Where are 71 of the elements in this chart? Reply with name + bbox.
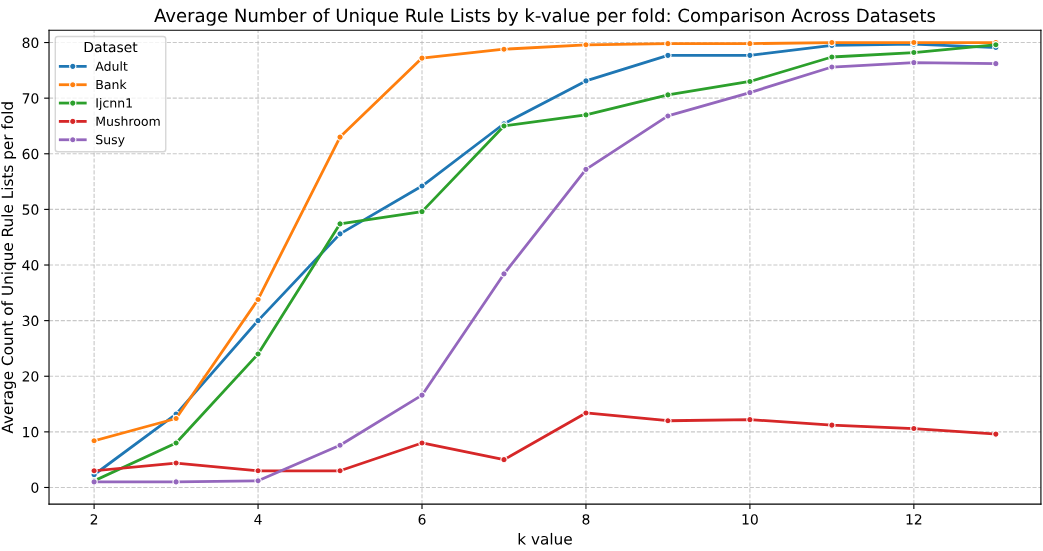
point	[90, 467, 98, 475]
y-tick-label: 80	[22, 37, 39, 49]
y-tick-label: 30	[22, 315, 39, 327]
point	[336, 230, 344, 238]
point	[910, 424, 918, 433]
x-axis-title: k value	[518, 532, 572, 545]
point	[254, 350, 262, 358]
point	[254, 467, 262, 475]
legend-title: Dataset	[84, 41, 138, 53]
x-tick-label: 6	[418, 514, 426, 525]
point	[254, 295, 262, 304]
point	[664, 112, 672, 120]
point	[418, 391, 426, 399]
point	[910, 48, 918, 57]
point	[664, 39, 672, 48]
x-tick-label: 2	[90, 514, 98, 525]
point	[336, 220, 344, 228]
point	[992, 430, 1000, 438]
legend-label: Susy	[96, 134, 125, 147]
point	[582, 111, 590, 119]
legend-label: Bank	[96, 79, 127, 90]
legend-label: Ijcnn1	[96, 97, 132, 111]
point	[828, 53, 836, 61]
point	[992, 59, 1000, 68]
y-tick-label: 0	[31, 482, 39, 493]
point	[172, 414, 180, 423]
y-tick-label: 50	[22, 204, 39, 215]
point	[746, 415, 754, 424]
x-tick-label: 8	[582, 514, 590, 525]
point	[90, 437, 98, 445]
point	[828, 421, 836, 429]
point	[254, 316, 262, 325]
x-tick-label: 10	[742, 514, 758, 525]
y-tick-label: 20	[22, 371, 39, 382]
point	[418, 207, 426, 216]
point	[336, 441, 344, 449]
x-tick-label: 12	[906, 514, 922, 525]
point	[418, 54, 426, 62]
point	[828, 63, 836, 71]
point	[910, 58, 918, 67]
point	[418, 182, 426, 190]
point	[664, 91, 672, 99]
y-axis-title: Average Count of Unique Rule Lists per fold	[1, 102, 17, 434]
point	[500, 455, 508, 464]
point	[746, 39, 754, 48]
point	[582, 409, 590, 417]
y-tick-label: 40	[22, 259, 39, 271]
point	[418, 439, 426, 447]
point	[582, 41, 590, 49]
point	[582, 165, 590, 174]
point	[582, 77, 590, 85]
y-tick-label: 70	[22, 93, 39, 104]
point	[500, 45, 508, 53]
point	[746, 77, 754, 86]
x-tick-label: 4	[254, 514, 262, 525]
point	[172, 478, 180, 486]
point	[254, 477, 262, 485]
point	[172, 459, 180, 467]
point	[500, 270, 508, 278]
y-tick-label: 60	[22, 148, 39, 160]
point	[664, 51, 672, 60]
point	[746, 51, 754, 60]
chart-title: Average Number of Unique Rule Lists by k-value per fold: Comparison Across Datasets	[154, 8, 936, 26]
point	[336, 467, 344, 475]
legend-label: Adult	[95, 61, 128, 71]
y-tick-label: 10	[23, 426, 39, 438]
point	[664, 417, 672, 425]
point	[172, 439, 180, 447]
legend-label: Mushroom	[96, 116, 160, 126]
point	[746, 88, 754, 97]
point	[336, 133, 344, 141]
